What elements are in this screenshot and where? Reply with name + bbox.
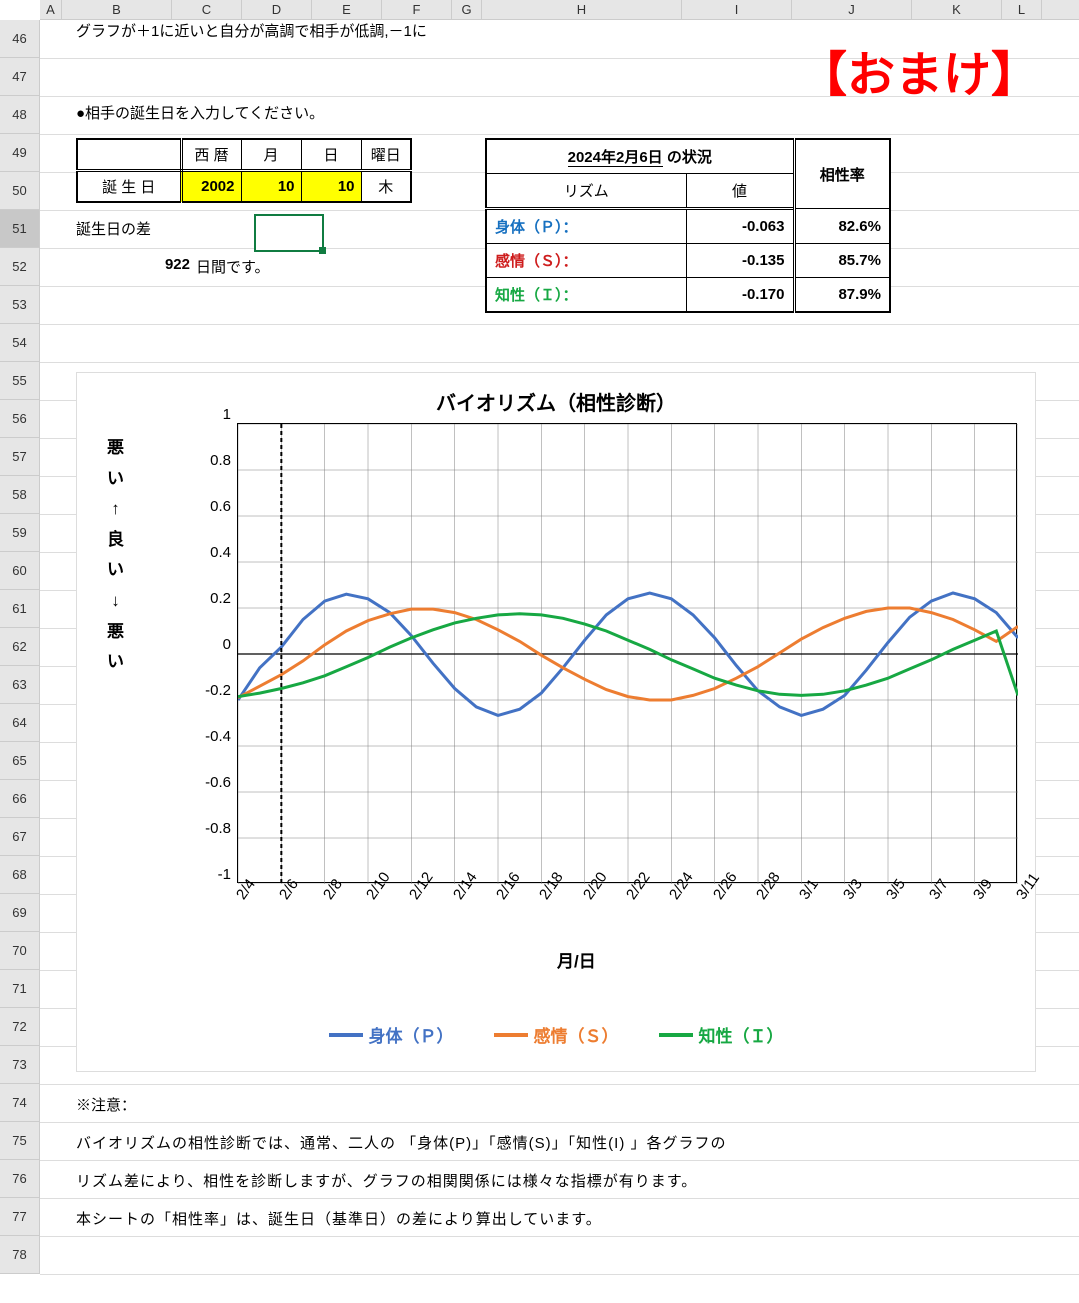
row-header-gutter: 4647484950515253545556575859606162636465…	[0, 20, 40, 1274]
row-header-59[interactable]: 59	[0, 514, 39, 552]
status-row-0: 身体（Ｐ）：-0.06382.6%	[486, 209, 890, 244]
legend-item: 感情（Ｓ）	[494, 1022, 619, 1047]
row-header-78[interactable]: 78	[0, 1236, 39, 1274]
biorhythm-chart: バイオリズム（相性診断） 悪い↑良い↓悪い 10.80.60.40.20-0.2…	[76, 372, 1036, 1072]
spreadsheet-view: 4647484950515253545556575859606162636465…	[0, 0, 1079, 1274]
weekday-cell: 木	[361, 171, 411, 203]
status-title-cell: 2024年2月6日 の状況	[486, 139, 794, 174]
fill-handle[interactable]	[319, 247, 326, 254]
row-header-58[interactable]: 58	[0, 476, 39, 514]
omake-overlay: 【おまけ】	[799, 35, 1039, 105]
row-header-63[interactable]: 63	[0, 666, 39, 704]
col-header-J[interactable]: J	[792, 0, 912, 19]
month-input-cell[interactable]: 10	[241, 171, 301, 203]
row-header-77[interactable]: 77	[0, 1198, 39, 1236]
row-header-73[interactable]: 73	[0, 1046, 39, 1084]
legend-item: 身体（Ｐ）	[329, 1022, 454, 1047]
row-header-60[interactable]: 60	[0, 552, 39, 590]
row-header-69[interactable]: 69	[0, 894, 39, 932]
col-header-B[interactable]: B	[62, 0, 172, 19]
row-header-62[interactable]: 62	[0, 628, 39, 666]
rhythm-header: リズム	[486, 174, 686, 209]
row-header-70[interactable]: 70	[0, 932, 39, 970]
row-header-61[interactable]: 61	[0, 590, 39, 628]
intro-text-cell: グラフが＋1に近いと自分が高調で相手が低調,－1に	[76, 20, 427, 41]
row-header-65[interactable]: 65	[0, 742, 39, 780]
weekday-header: 曜日	[361, 139, 411, 171]
status-row-1: 感情（Ｓ）：-0.13585.7%	[486, 244, 890, 278]
row-header-67[interactable]: 67	[0, 818, 39, 856]
col-header-G[interactable]: G	[452, 0, 482, 19]
note-line-2: リズム差により、相性を診断しますが、グラフの相関関係には様々な指標が有ります。	[76, 1170, 697, 1191]
col-header-D[interactable]: D	[242, 0, 312, 19]
diff-value-cell: 922	[140, 256, 190, 273]
birthday-table: 西 暦 月 日 曜日 誕 生 日 2002 10 10 木	[76, 138, 412, 203]
prompt-text: ●相手の誕生日を入力してください。	[76, 102, 324, 123]
note-header: ※注意：	[76, 1094, 136, 1115]
compat-header: 相性率	[794, 139, 890, 209]
row-header-48[interactable]: 48	[0, 96, 39, 134]
note-line-3: 本シートの「相性率」は、誕生日（基準日）の差により算出しています。	[76, 1208, 602, 1229]
birthday-header-row: 西 暦 月 日 曜日	[77, 139, 411, 171]
col-header-A[interactable]: A	[40, 0, 62, 19]
row-header-75[interactable]: 75	[0, 1122, 39, 1160]
row-header-46[interactable]: 46	[0, 20, 39, 58]
col-header-I[interactable]: I	[682, 0, 792, 19]
birthday-input-row: 誕 生 日 2002 10 10 木	[77, 171, 411, 203]
row-header-49[interactable]: 49	[0, 134, 39, 172]
year-header: 西 暦	[181, 139, 241, 171]
note-line-1: バイオリズムの相性診断では、通常、二人の 「身体(P)」「感情(S)」「知性(I…	[76, 1132, 727, 1153]
column-header-row: ABCDEFGHIJKL	[40, 0, 1079, 20]
status-row-2: 知性（Ｉ）：-0.17087.9%	[486, 278, 890, 313]
row-header-55[interactable]: 55	[0, 362, 39, 400]
row-header-68[interactable]: 68	[0, 856, 39, 894]
sheet-content: グラフが＋1に近いと自分が高調で相手が低調,－1に 【おまけ】 ●相手の誕生日を…	[40, 20, 1079, 1274]
x-tick-labels: 2/42/62/82/102/122/142/162/182/202/222/2…	[237, 889, 1017, 937]
row-header-64[interactable]: 64	[0, 704, 39, 742]
row-header-66[interactable]: 66	[0, 780, 39, 818]
empty-header-cell	[77, 139, 181, 171]
row-header-56[interactable]: 56	[0, 400, 39, 438]
col-header-F[interactable]: F	[382, 0, 452, 19]
legend-item: 知性（Ｉ）	[659, 1022, 784, 1047]
col-header-E[interactable]: E	[312, 0, 382, 19]
diff-label-cell: 誕生日の差	[76, 218, 151, 239]
status-table: 2024年2月6日 の状況 相性率 リズム 値 身体（Ｐ）：-0.06382.6…	[485, 138, 891, 313]
birthday-row-label: 誕 生 日	[77, 171, 181, 203]
active-cell[interactable]	[254, 214, 324, 252]
col-header-C[interactable]: C	[172, 0, 242, 19]
status-suffix: の状況	[667, 149, 712, 166]
x-axis-title: 月/日	[557, 947, 596, 972]
status-title-row: 2024年2月6日 の状況 相性率	[486, 139, 890, 174]
chart-svg	[238, 424, 1018, 884]
col-header-H[interactable]: H	[482, 0, 682, 19]
row-header-72[interactable]: 72	[0, 1008, 39, 1046]
value-header: 値	[686, 174, 794, 209]
row-header-57[interactable]: 57	[0, 438, 39, 476]
row-header-74[interactable]: 74	[0, 1084, 39, 1122]
row-header-76[interactable]: 76	[0, 1160, 39, 1198]
row-header-53[interactable]: 53	[0, 286, 39, 324]
col-header-L[interactable]: L	[1002, 0, 1042, 19]
row-header-54[interactable]: 54	[0, 324, 39, 362]
month-header: 月	[241, 139, 301, 171]
row-header-47[interactable]: 47	[0, 58, 39, 96]
row-header-50[interactable]: 50	[0, 172, 39, 210]
diff-suffix-cell: 日間です。	[196, 256, 270, 277]
row-header-52[interactable]: 52	[0, 248, 39, 286]
row-header-71[interactable]: 71	[0, 970, 39, 1008]
row-header-51[interactable]: 51	[0, 210, 39, 248]
chart-plot-area	[237, 423, 1017, 883]
y-axis-label: 悪い↑良い↓悪い	[107, 433, 124, 678]
status-rows: 身体（Ｐ）：-0.06382.6%感情（Ｓ）：-0.13585.7%知性（Ｉ）：…	[486, 209, 890, 313]
day-input-cell[interactable]: 10	[301, 171, 361, 203]
year-input-cell[interactable]: 2002	[181, 171, 241, 203]
chart-legend: 身体（Ｐ） 感情（Ｓ） 知性（Ｉ）	[77, 1022, 1035, 1047]
status-date: 2024年2月6日	[568, 149, 663, 167]
col-header-K[interactable]: K	[912, 0, 1002, 19]
day-header: 日	[301, 139, 361, 171]
